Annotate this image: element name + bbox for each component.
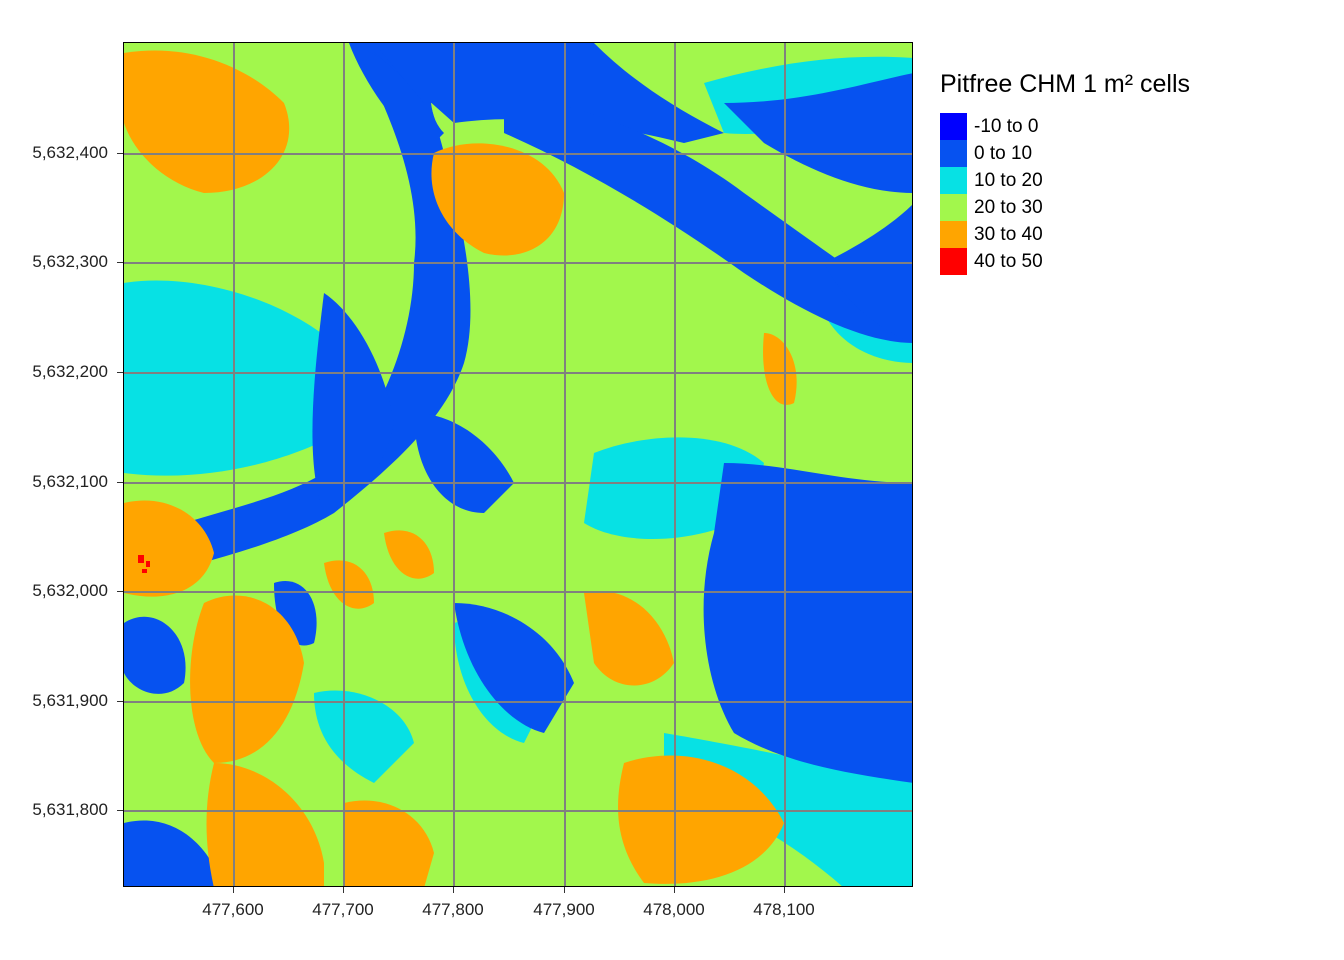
x-tick-mark — [233, 887, 234, 893]
legend-swatch — [940, 113, 967, 140]
y-tick-label: 5,632,300 — [32, 252, 108, 271]
legend-label: 40 to 50 — [974, 250, 1043, 272]
legend: Pitfree CHM 1 m² cells -10 to 0 0 to 10 10… — [940, 70, 1190, 275]
raster-class-30-40 — [124, 50, 797, 886]
legend-items: -10 to 0 0 to 10 10 to 20 20 to 30 30 to 40 4… — [940, 113, 1190, 275]
legend-item: 10 to 20 — [940, 167, 1190, 194]
y-tick-mark — [117, 810, 123, 811]
y-tick-mark — [117, 153, 123, 154]
y-tick-label: 5,632,100 — [32, 472, 108, 491]
x-tick-label: 478,100 — [753, 900, 815, 919]
legend-swatch — [940, 167, 967, 194]
legend-label: 30 to 40 — [974, 223, 1043, 245]
legend-item: -10 to 0 — [940, 113, 1190, 140]
x-tick-label: 477,700 — [312, 900, 374, 919]
legend-swatch — [940, 221, 967, 248]
y-tick-label: 5,632,000 — [32, 581, 108, 600]
legend-label: 20 to 30 — [974, 196, 1043, 218]
raster-class-40-50 — [138, 555, 150, 573]
x-tick-label: 477,900 — [533, 900, 595, 919]
x-tick-mark — [564, 887, 565, 893]
legend-swatch — [940, 248, 967, 275]
x-tick-mark — [784, 887, 785, 893]
legend-swatch — [940, 140, 967, 167]
legend-label: 0 to 10 — [974, 142, 1033, 164]
legend-item: 30 to 40 — [940, 221, 1190, 248]
legend-item: 40 to 50 — [940, 248, 1190, 275]
x-tick-label: 477,600 — [202, 900, 264, 919]
chm-raster — [124, 43, 912, 886]
y-tick-label: 5,631,800 — [32, 800, 108, 819]
y-tick-mark — [117, 372, 123, 373]
y-tick-label: 5,631,900 — [32, 691, 108, 710]
legend-swatch — [940, 194, 967, 221]
legend-item: 20 to 30 — [940, 194, 1190, 221]
legend-label: -10 to 0 — [974, 115, 1039, 137]
y-tick-label: 5,632,400 — [32, 143, 108, 162]
x-tick-label: 478,000 — [643, 900, 705, 919]
x-tick-mark — [343, 887, 344, 893]
map-grid — [124, 43, 912, 886]
x-tick-mark — [453, 887, 454, 893]
legend-title: Pitfree CHM 1 m² cells — [940, 70, 1191, 98]
y-tick-mark — [117, 262, 123, 263]
legend-item: 0 to 10 — [940, 140, 1190, 167]
y-tick-label: 5,632,200 — [32, 362, 108, 381]
x-tick-label: 477,800 — [422, 900, 484, 919]
x-tick-mark — [674, 887, 675, 893]
chm-map — [123, 42, 913, 887]
y-tick-mark — [117, 482, 123, 483]
y-tick-mark — [117, 591, 123, 592]
raster-class-0-10 — [124, 43, 912, 886]
y-tick-mark — [117, 701, 123, 702]
legend-label: 10 to 20 — [974, 169, 1043, 191]
